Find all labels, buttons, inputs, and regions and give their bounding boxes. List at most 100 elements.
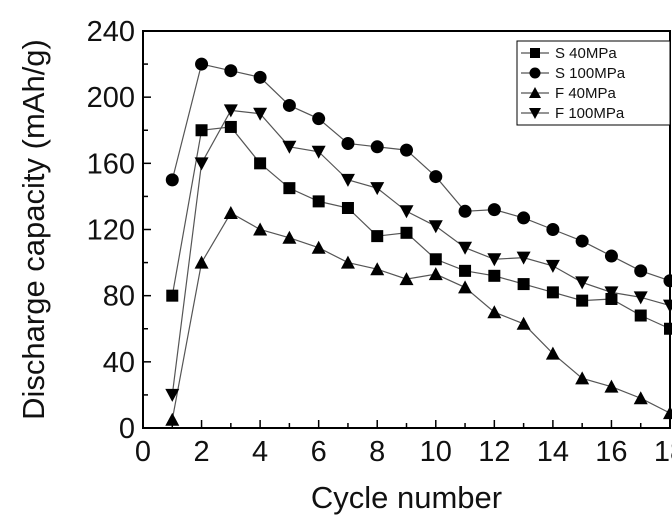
data-point: [545, 259, 560, 273]
data-point: [664, 322, 672, 335]
legend-item: F 100MPa: [521, 105, 625, 122]
data-point: [576, 294, 589, 307]
series-line: [171, 126, 671, 330]
data-point: [604, 249, 618, 263]
x-tick-label: 8: [369, 436, 385, 468]
data-point: [282, 140, 297, 154]
data-point: [428, 220, 443, 234]
data-point: [663, 274, 672, 288]
x-axis-title: Cycle number: [311, 480, 502, 515]
data-point: [165, 173, 179, 187]
data-point: [488, 269, 501, 282]
legend-item: S 100MPa: [521, 65, 626, 82]
data-point: [253, 107, 268, 121]
data-point: [458, 204, 472, 218]
data-point: [428, 267, 443, 281]
legend-item: S 40MPa: [521, 45, 617, 62]
data-point: [487, 305, 502, 319]
x-tick-label: 4: [252, 436, 268, 468]
data-point: [487, 253, 502, 267]
data-point: [224, 64, 238, 78]
data-point: [458, 280, 473, 294]
data-point: [399, 205, 414, 219]
legend-label: S 40MPa: [555, 45, 617, 62]
data-point: [224, 120, 237, 133]
y-tick-label: 120: [87, 215, 135, 247]
legend-marker: [530, 48, 540, 58]
data-point: [311, 240, 326, 254]
data-point: [165, 412, 180, 426]
data-point: [282, 98, 296, 112]
data-point: [517, 278, 530, 291]
data-point: [194, 255, 209, 269]
y-tick-label: 160: [87, 148, 135, 180]
x-tick-label: 12: [478, 436, 510, 468]
data-point: [340, 255, 355, 269]
data-point: [370, 262, 385, 276]
data-point: [575, 276, 590, 290]
data-point: [517, 211, 531, 225]
x-tick-label: 18: [654, 436, 672, 468]
legend-label: S 100MPa: [555, 65, 626, 82]
data-point: [604, 379, 619, 393]
data-point: [223, 104, 238, 118]
x-tick-label: 10: [420, 436, 452, 468]
data-point: [429, 170, 443, 184]
x-tick-label: 14: [537, 436, 569, 468]
data-point: [575, 371, 590, 385]
data-point: [254, 157, 267, 170]
data-point: [341, 201, 354, 214]
data-point: [195, 124, 208, 137]
series-line: [171, 109, 671, 395]
data-point: [312, 195, 325, 208]
series-f-100mpa: [165, 104, 672, 402]
data-point: [546, 223, 560, 236]
legend-marker: [529, 67, 541, 79]
axes-layer: 0 2 4 6 8 10 12 14 16 18 0 40 80 120 160 200 240: [87, 16, 672, 468]
data-point: [516, 251, 531, 265]
data-point: [282, 230, 297, 244]
data-point: [634, 264, 648, 278]
data-point: [194, 157, 209, 171]
y-tick-label: 40: [103, 347, 135, 379]
data-point: [400, 226, 413, 239]
y-tick-label: 200: [87, 82, 135, 114]
data-point: [545, 346, 560, 360]
legend-item: F 40MPa: [521, 85, 617, 102]
series-s-40mpa: [166, 120, 672, 335]
data-point: [371, 230, 384, 243]
data-point: [458, 241, 473, 255]
data-point: [311, 145, 326, 159]
y-tick-label: 0: [119, 413, 135, 445]
data-point: [253, 70, 267, 84]
data-point: [166, 289, 179, 302]
data-point: [370, 182, 385, 196]
x-tick-label: 2: [193, 436, 209, 468]
data-point: [165, 388, 180, 402]
data-point: [340, 173, 355, 187]
series-s-100mpa: [165, 57, 672, 288]
y-tick-label: 240: [87, 16, 135, 48]
data-point: [195, 57, 209, 71]
series-f-40mpa: [165, 205, 672, 426]
legend-label: F 40MPa: [555, 85, 617, 102]
data-point: [487, 203, 501, 217]
x-tick-label: 0: [135, 436, 151, 468]
legend: S 40MPa S 100MPa F 40MPa F 100MPa: [516, 40, 671, 126]
data-point: [575, 234, 589, 248]
data-point: [459, 264, 472, 277]
data-point: [399, 272, 414, 286]
y-tick-label: 80: [103, 281, 135, 313]
data-point: [663, 299, 672, 313]
series-line: [171, 212, 671, 420]
data-point: [546, 286, 559, 299]
series-layer: [165, 57, 672, 426]
data-point: [341, 136, 355, 150]
data-point: [253, 222, 268, 236]
data-point: [633, 291, 648, 305]
data-point: [663, 406, 672, 420]
data-point: [223, 205, 238, 219]
x-tick-label: 6: [311, 436, 327, 468]
x-tick-label: 16: [595, 436, 627, 468]
